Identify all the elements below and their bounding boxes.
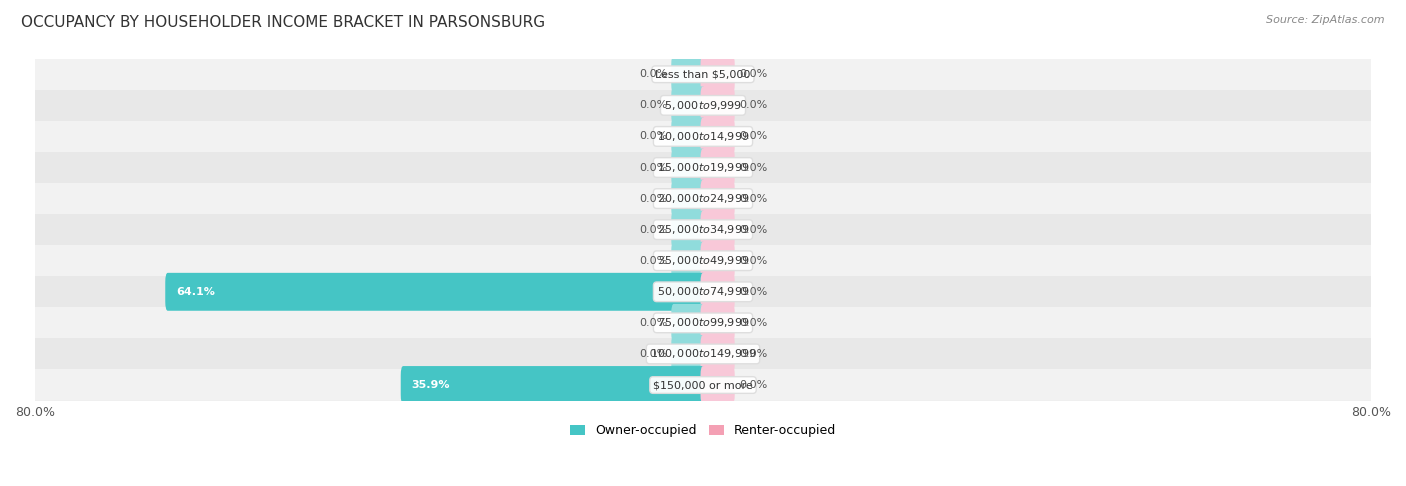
FancyBboxPatch shape (671, 55, 706, 93)
Text: 0.0%: 0.0% (740, 193, 768, 204)
Bar (35, 214, 1371, 245)
FancyBboxPatch shape (700, 335, 735, 373)
Bar (35, 152, 1371, 183)
Legend: Owner-occupied, Renter-occupied: Owner-occupied, Renter-occupied (565, 419, 841, 442)
Text: 0.0%: 0.0% (638, 193, 666, 204)
Text: 0.0%: 0.0% (740, 380, 768, 390)
Text: 0.0%: 0.0% (638, 256, 666, 266)
Text: $10,000 to $14,999: $10,000 to $14,999 (657, 130, 749, 143)
Text: 0.0%: 0.0% (638, 100, 666, 110)
Text: $150,000 or more: $150,000 or more (654, 380, 752, 390)
Text: 0.0%: 0.0% (638, 318, 666, 328)
FancyBboxPatch shape (700, 273, 735, 311)
Text: $75,000 to $99,999: $75,000 to $99,999 (657, 316, 749, 330)
Text: 0.0%: 0.0% (740, 256, 768, 266)
FancyBboxPatch shape (700, 87, 735, 124)
Bar (35, 90, 1371, 121)
Text: 0.0%: 0.0% (740, 225, 768, 235)
FancyBboxPatch shape (671, 335, 706, 373)
FancyBboxPatch shape (671, 242, 706, 279)
Text: Source: ZipAtlas.com: Source: ZipAtlas.com (1267, 15, 1385, 25)
FancyBboxPatch shape (671, 304, 706, 342)
Text: $35,000 to $49,999: $35,000 to $49,999 (657, 254, 749, 267)
FancyBboxPatch shape (700, 366, 735, 404)
Text: 0.0%: 0.0% (638, 131, 666, 141)
Text: 0.0%: 0.0% (740, 100, 768, 110)
Text: 0.0%: 0.0% (638, 162, 666, 173)
FancyBboxPatch shape (700, 180, 735, 218)
Bar (35, 183, 1371, 214)
Text: 0.0%: 0.0% (638, 225, 666, 235)
FancyBboxPatch shape (166, 273, 706, 311)
FancyBboxPatch shape (700, 242, 735, 279)
Text: 0.0%: 0.0% (740, 162, 768, 173)
Text: 64.1%: 64.1% (176, 287, 215, 297)
Text: 0.0%: 0.0% (740, 69, 768, 79)
Bar (35, 121, 1371, 152)
Bar (35, 369, 1371, 400)
FancyBboxPatch shape (401, 366, 706, 404)
Text: $100,000 to $149,999: $100,000 to $149,999 (650, 347, 756, 361)
Bar (35, 307, 1371, 338)
FancyBboxPatch shape (671, 118, 706, 156)
Bar (35, 338, 1371, 369)
FancyBboxPatch shape (671, 87, 706, 124)
FancyBboxPatch shape (671, 211, 706, 249)
Text: $50,000 to $74,999: $50,000 to $74,999 (657, 285, 749, 298)
Text: OCCUPANCY BY HOUSEHOLDER INCOME BRACKET IN PARSONSBURG: OCCUPANCY BY HOUSEHOLDER INCOME BRACKET … (21, 15, 546, 30)
Text: 0.0%: 0.0% (740, 349, 768, 359)
Text: 0.0%: 0.0% (740, 131, 768, 141)
FancyBboxPatch shape (700, 149, 735, 187)
FancyBboxPatch shape (671, 180, 706, 218)
FancyBboxPatch shape (700, 55, 735, 93)
FancyBboxPatch shape (700, 304, 735, 342)
Text: 0.0%: 0.0% (740, 287, 768, 297)
Text: 0.0%: 0.0% (740, 318, 768, 328)
Bar (35, 245, 1371, 276)
Text: $15,000 to $19,999: $15,000 to $19,999 (657, 161, 749, 174)
Text: $25,000 to $34,999: $25,000 to $34,999 (657, 223, 749, 236)
Text: 0.0%: 0.0% (638, 349, 666, 359)
FancyBboxPatch shape (671, 149, 706, 187)
Text: Less than $5,000: Less than $5,000 (655, 69, 751, 79)
FancyBboxPatch shape (700, 211, 735, 249)
FancyBboxPatch shape (700, 118, 735, 156)
Text: $5,000 to $9,999: $5,000 to $9,999 (664, 99, 742, 112)
Text: 0.0%: 0.0% (638, 69, 666, 79)
Text: 35.9%: 35.9% (412, 380, 450, 390)
Text: $20,000 to $24,999: $20,000 to $24,999 (657, 192, 749, 205)
Bar (35, 59, 1371, 90)
Bar (35, 276, 1371, 307)
